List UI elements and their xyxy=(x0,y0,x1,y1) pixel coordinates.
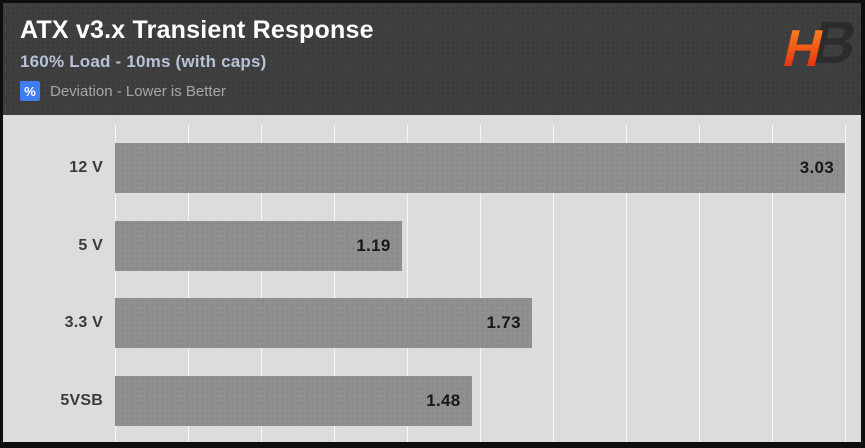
category-label: 5 V xyxy=(78,236,103,254)
page-title: ATX v3.x Transient Response xyxy=(20,16,374,44)
category-label: 5VSB xyxy=(60,391,103,409)
chart-header: ATX v3.x Transient Response 160% Load - … xyxy=(3,3,861,115)
bar-value-label: 1.73 xyxy=(486,313,521,332)
bar-row: 12 V 3.03 xyxy=(3,143,861,193)
bar-track: 1.73 xyxy=(115,298,845,348)
bar-track: 3.03 xyxy=(115,143,845,193)
bar-track: 1.19 xyxy=(115,220,845,271)
chart-subtitle: 160% Load - 10ms (with caps) xyxy=(20,52,267,71)
category-label: 3.3 V xyxy=(64,314,103,331)
chart-legend: % Deviation - Lower is Better xyxy=(20,81,844,101)
percent-badge-icon: % xyxy=(20,81,40,101)
bar-track: 1.48 xyxy=(115,375,845,426)
bar-row: 5 V 1.19 xyxy=(3,220,861,271)
legend-label: Deviation - Lower is Better xyxy=(50,82,226,100)
plot-area: 12 V 3.03 5 V 1.19 3.3 V 1.73 5VSB 1.48 xyxy=(3,115,861,442)
bar-row: 3.3 V 1.73 xyxy=(3,298,861,348)
bar: 1.19 xyxy=(115,220,402,271)
bar-value-label: 3.03 xyxy=(799,158,834,177)
bar-rows: 12 V 3.03 5 V 1.19 3.3 V 1.73 5VSB 1.48 xyxy=(3,115,861,442)
bar-row: 5VSB 1.48 xyxy=(3,375,861,426)
bar-value-label: 1.48 xyxy=(426,390,461,410)
axis-ticks xyxy=(115,115,846,124)
bar: 3.03 xyxy=(115,143,845,193)
bar: 1.48 xyxy=(115,375,472,426)
bar-value-label: 1.19 xyxy=(356,235,391,255)
category-label: 12 V xyxy=(69,159,103,176)
bar: 1.73 xyxy=(115,298,532,348)
